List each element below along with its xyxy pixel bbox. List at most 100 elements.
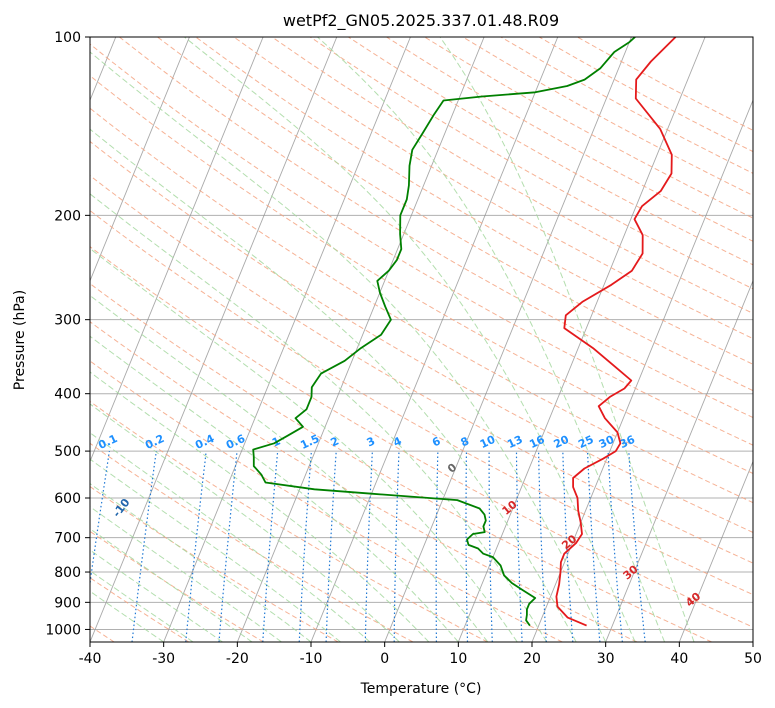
dry-adiabat-line: [90, 107, 753, 504]
dry-adiabat-line: [90, 360, 563, 642]
mixing-ratio-label: 8: [459, 434, 471, 449]
moist-adiabat-label: 40: [683, 590, 703, 610]
isotherm-line: [90, 37, 190, 282]
dry-adiabat-line: [577, 37, 753, 131]
moist-adiabat-line: [90, 432, 371, 642]
mixing-ratio-label: 25: [576, 433, 595, 451]
plot-frame: [89, 36, 754, 643]
mixing-ratio-label: 16: [527, 433, 547, 451]
dry-adiabat-line: [348, 37, 753, 266]
dry-adiabat-line: [90, 43, 753, 446]
y-axis-title: Pressure (hPa): [12, 290, 28, 390]
x-tick-label: 20: [523, 651, 541, 667]
moist-adiabat-line: [90, 294, 489, 642]
mixing-ratio-line: [298, 451, 312, 642]
mixing-ratio-label: 0.2: [143, 432, 166, 452]
moist-adiabat-line: [439, 37, 695, 642]
x-axis-ticks: -40 -30 -20 -10 0 10 20 30 40 50: [79, 642, 762, 667]
mixing-ratio-label: 13: [505, 433, 524, 451]
mixing-ratio-line: [607, 451, 623, 642]
isotherm-line: [163, 37, 411, 642]
dry-adiabat-line: [309, 37, 753, 290]
x-tick-label: -30: [152, 651, 175, 667]
y-tick-label: 900: [54, 595, 81, 611]
y-tick-label: 100: [54, 30, 81, 46]
mixing-ratio-line: [435, 451, 439, 642]
isotherm-line: [384, 37, 632, 642]
plot-area: 0.10.20.40.611.52346810131620253036-100-…: [90, 37, 753, 642]
y-tick-label: 200: [54, 208, 81, 224]
mixing-ratio-label: 10: [478, 433, 498, 451]
mixing-ratio-line: [538, 451, 547, 642]
x-tick-label: 40: [670, 651, 688, 667]
isotherm-line: [531, 99, 753, 642]
x-tick-label: 30: [597, 651, 615, 667]
moist-adiabat-line: [90, 193, 548, 642]
isotherm-line: [752, 640, 753, 642]
isotherm-line: [310, 37, 559, 642]
dry-adiabat-line: [90, 442, 414, 642]
x-tick-label: 10: [449, 651, 467, 667]
y-tick-label: 800: [54, 565, 81, 581]
isotherm-line: [678, 460, 753, 642]
dry-adiabat-line: [119, 37, 753, 419]
mixing-ratio-label: 20: [552, 433, 572, 451]
y-tick-label: 1000: [45, 622, 81, 638]
mixing-ratio-line: [90, 451, 110, 587]
mixing-ratio-line: [628, 451, 646, 642]
mixing-ratio-line: [218, 451, 238, 642]
pressure-grid: [90, 37, 753, 630]
moist-adiabat-line: [90, 458, 341, 642]
isotherm-line: [605, 279, 753, 642]
dry-adiabat-line: [90, 485, 339, 642]
moist-adiabats: [90, 37, 695, 642]
y-tick-label: 400: [54, 387, 81, 403]
mixing-ratio-label: 6: [430, 434, 443, 449]
dry-adiabat-line: [233, 37, 753, 340]
mixing-ratio-line: [131, 451, 157, 642]
y-tick-label: 500: [54, 444, 81, 460]
y-axis-ticks: 100 200 300 400 500 600 700 800 900 1000: [45, 30, 90, 638]
dry-adiabat-line: [90, 140, 753, 533]
dry-adiabat-line: [157, 37, 753, 392]
sounding-series-line: [555, 37, 677, 627]
mixing-ratio-line: [325, 451, 337, 642]
moist-adiabat-line: [90, 482, 312, 642]
mixing-ratio-line: [262, 451, 279, 642]
moist-adiabat-line: [90, 403, 400, 642]
dry-adiabat-line: [90, 282, 712, 642]
dry-adiabat-line: [90, 175, 753, 564]
moist-adiabat-line: [90, 570, 194, 642]
y-tick-label: 300: [54, 313, 81, 329]
dry-adiabat-label: -10: [110, 496, 133, 520]
sounding-series-line: [252, 37, 636, 627]
dry-adiabat-line: [90, 209, 753, 596]
mixing-ratio-line: [185, 451, 207, 642]
mixing-ratio-label: 4: [391, 434, 404, 449]
mixing-ratio-label: 36: [618, 433, 638, 451]
x-tick-label: 0: [380, 651, 389, 667]
dry-adiabat-line: [195, 37, 753, 365]
mixing-ratio-line: [488, 451, 493, 642]
moist-adiabat-line: [90, 247, 518, 642]
chart-title: wetPf2_GN05.2025.337.01.48.R09: [283, 11, 559, 31]
x-axis-title: Temperature (°C): [360, 681, 482, 697]
x-tick-label: -10: [300, 651, 323, 667]
moist-adiabat-line: [90, 51, 607, 642]
skewed-isotherms: [90, 37, 753, 642]
isotherm-line: [90, 37, 338, 642]
moist-adiabat-line: [90, 549, 223, 642]
moist-adiabat-line: [90, 506, 282, 642]
x-tick-label: 50: [744, 651, 762, 667]
y-tick-label: 700: [54, 531, 81, 547]
mixing-ratio-lines: [90, 451, 646, 642]
x-tick-label: -40: [79, 651, 102, 667]
sounding-series: [252, 37, 677, 627]
mixing-ratio-label: 30: [597, 433, 617, 451]
moist-adiabat-line: [90, 528, 253, 642]
moist-adiabat-line: [90, 371, 430, 642]
mixing-ratio-label: 2: [329, 434, 341, 449]
isotherm-line: [236, 37, 485, 642]
dry-adiabat-line: [538, 37, 753, 153]
